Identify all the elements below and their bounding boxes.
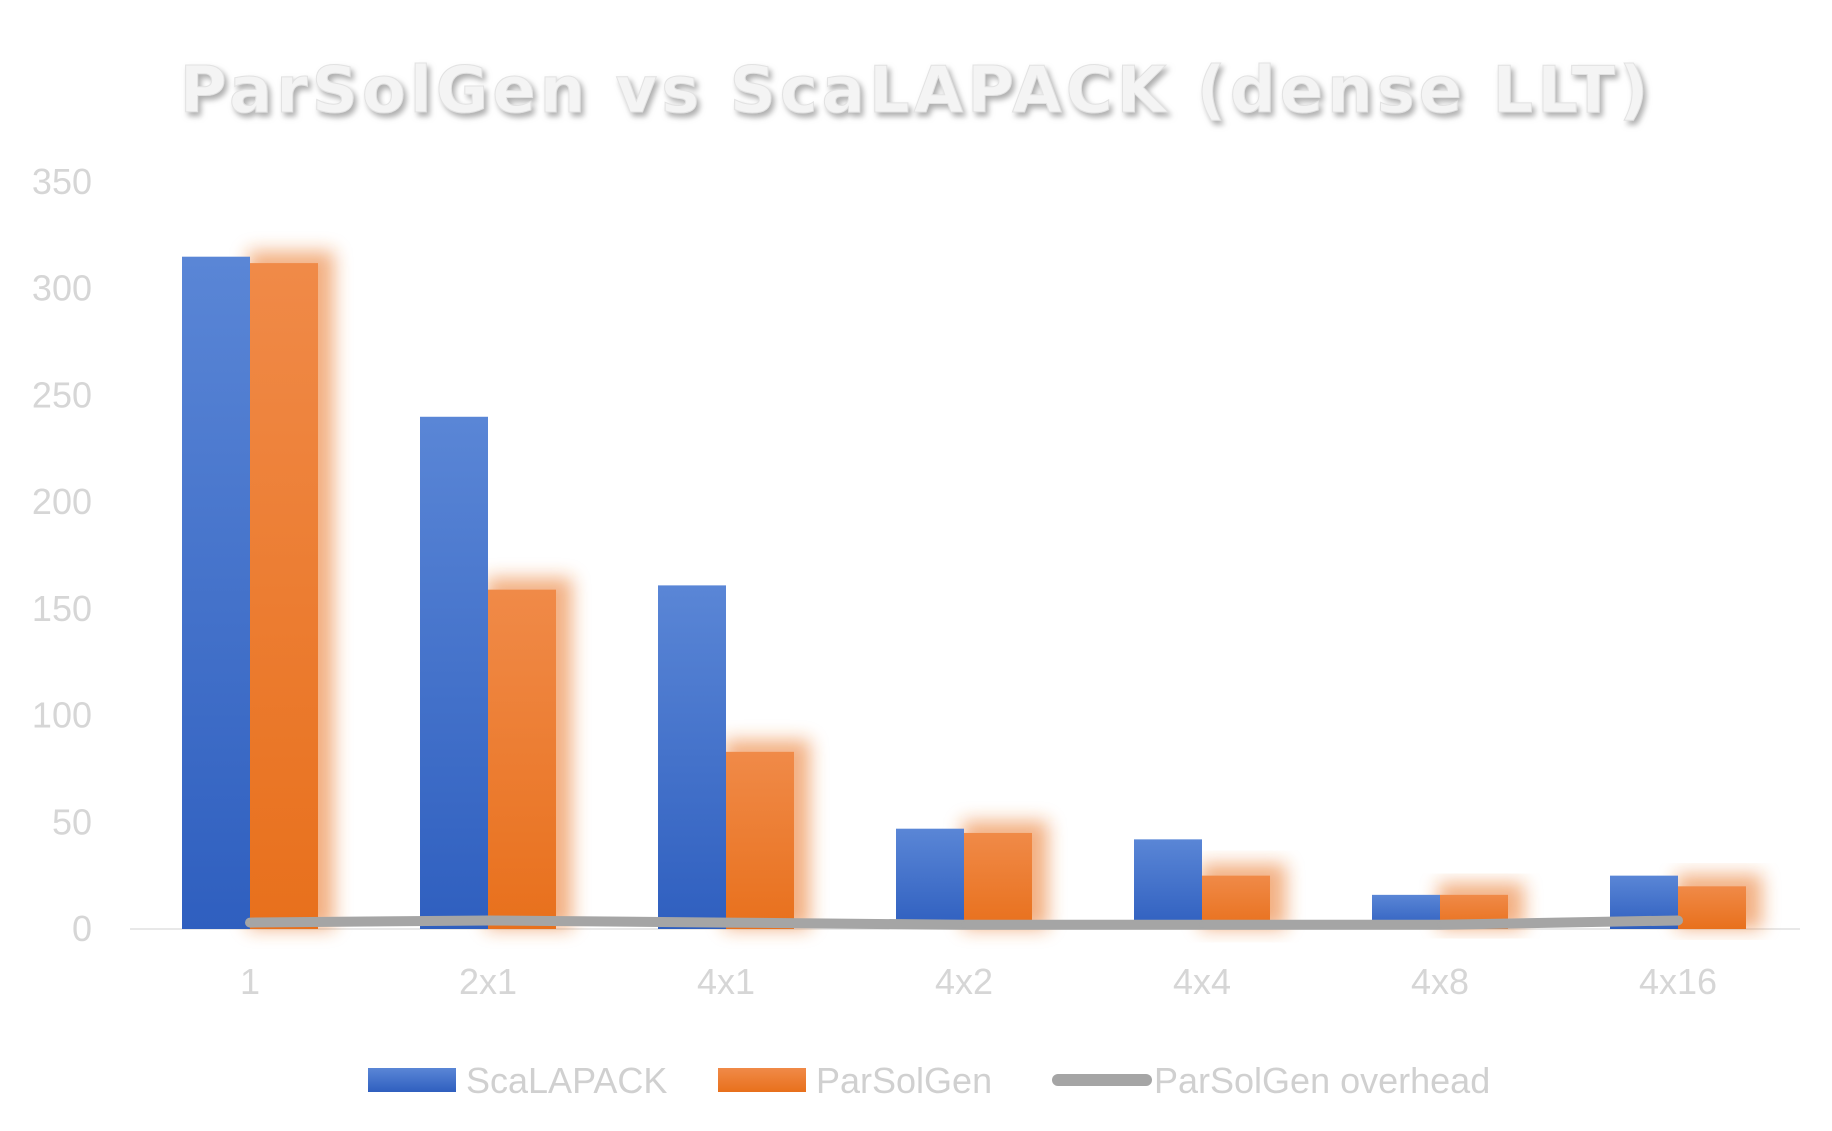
parsolgen-bar	[250, 263, 318, 929]
overhead-point	[485, 917, 491, 924]
overhead-point	[1675, 917, 1681, 924]
scalapack-bar	[420, 416, 488, 929]
y-tick-label: 200	[32, 481, 92, 522]
x-tick-label: 4x8	[1411, 961, 1469, 1002]
legend-label: ParSolGen	[816, 1060, 992, 1101]
scalapack-bar	[182, 256, 250, 929]
overhead-point	[723, 919, 729, 926]
legend-item: ParSolGen	[718, 1060, 992, 1101]
parsolgen-bar	[964, 832, 1032, 929]
y-tick-label: 350	[32, 161, 92, 202]
y-axis: 0 50 100 150 200 250 300 350	[32, 161, 92, 949]
parsolgen-bar	[488, 589, 556, 929]
y-tick-label: 100	[32, 695, 92, 736]
overhead-line-layer	[245, 915, 1683, 930]
x-tick-label: 2x1	[459, 961, 517, 1002]
overhead-point	[1437, 921, 1443, 928]
legend: ScaLAPACK ParSolGen ParSolGen overhead	[368, 1060, 1490, 1101]
parsolgen-bar	[726, 751, 794, 929]
parsolgen-bar	[1678, 886, 1746, 929]
x-tick-label: 4x4	[1173, 961, 1231, 1002]
scalapack-bar	[1134, 839, 1202, 929]
legend-label: ScaLAPACK	[466, 1060, 667, 1101]
overhead-point	[961, 921, 967, 928]
overhead-point	[247, 919, 253, 926]
bars	[182, 256, 1746, 929]
legend-item: ParSolGen overhead	[1052, 1060, 1490, 1101]
legend-item: ScaLAPACK	[368, 1060, 667, 1101]
x-axis: 1 2x1 4x1 4x2 4x4 4x8 4x16	[240, 961, 1717, 1002]
scalapack-bar	[658, 585, 726, 929]
overhead-point	[1199, 921, 1205, 928]
y-tick-label: 50	[52, 801, 92, 842]
chart-title: ParSolGen vs ScaLAPACK (dense LLT)	[180, 54, 1652, 128]
legend-label: ParSolGen overhead	[1154, 1060, 1490, 1101]
y-tick-label: 300	[32, 268, 92, 309]
y-tick-label: 150	[32, 588, 92, 629]
y-tick-label: 0	[72, 908, 92, 949]
x-tick-label: 4x1	[697, 961, 755, 1002]
x-tick-label: 4x16	[1639, 961, 1717, 1002]
x-tick-label: 4x2	[935, 961, 993, 1002]
legend-swatch	[368, 1068, 456, 1092]
x-tick-label: 1	[240, 961, 260, 1002]
y-tick-label: 250	[32, 374, 92, 415]
scalapack-bar	[896, 828, 964, 929]
legend-swatch	[718, 1068, 806, 1092]
